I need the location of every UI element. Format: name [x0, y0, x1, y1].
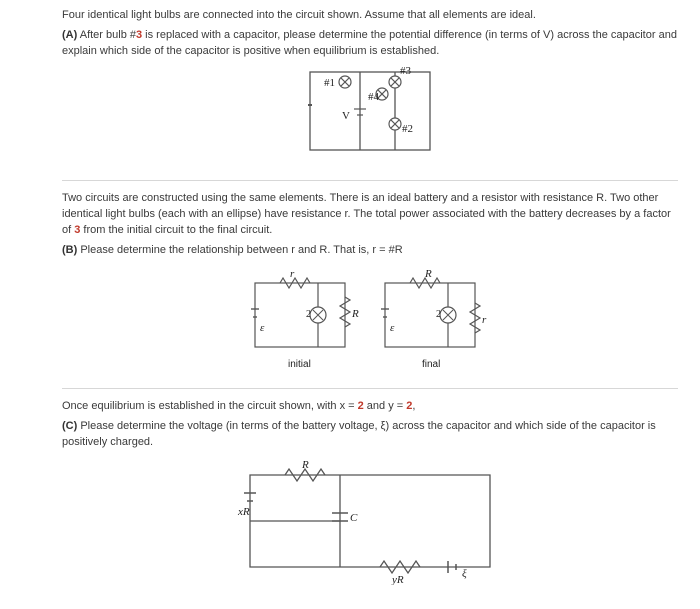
- c-yR: yR: [391, 574, 404, 585]
- qb-figure: r R 2 ε initial: [62, 263, 678, 379]
- qc-t2: and y =: [364, 400, 407, 412]
- qc-t1: Once equilibrium is established in the c…: [62, 400, 358, 412]
- c-R: R: [301, 459, 309, 471]
- qb-part: (B) Please determine the relationship be…: [62, 243, 678, 259]
- circuit-a-svg: #1 #4 #3 #2 V: [290, 64, 450, 164]
- qb-intro: Two circuits are constructed using the s…: [62, 191, 678, 239]
- circuit-b-svg: r R 2 ε initial: [240, 263, 500, 373]
- qc-text: Please determine the voltage (in terms o…: [62, 420, 656, 448]
- label-b1: #1: [324, 77, 335, 89]
- question-a: Four identical light bulbs are connected…: [62, 8, 678, 170]
- qb-t2: from the initial circuit to the final ci…: [80, 224, 272, 236]
- c-emf: ξ: [462, 568, 467, 580]
- qa-label: (A): [62, 29, 77, 41]
- cap-final: final: [422, 359, 440, 370]
- page: Four identical light bulbs are connected…: [0, 0, 700, 609]
- c-xR: xR: [237, 506, 250, 518]
- qa-figure: #1 #4 #3 #2 V: [62, 64, 678, 170]
- qa-intro: Four identical light bulbs are connected…: [62, 8, 678, 24]
- init-r: r: [290, 268, 295, 280]
- question-b: Two circuits are constructed using the s…: [62, 191, 678, 379]
- question-c: Once equilibrium is established in the c…: [62, 399, 678, 591]
- fin-R: R: [424, 268, 432, 280]
- divider-2: [62, 388, 678, 389]
- qa-part: (A) After bulb #3 is replaced with a cap…: [62, 28, 678, 60]
- qc-label: (C): [62, 420, 77, 432]
- circuit-c-svg: R C xR yR ξ: [230, 455, 510, 585]
- qc-intro: Once equilibrium is established in the c…: [62, 399, 678, 415]
- label-b3: #3: [400, 65, 412, 77]
- qc-part: (C) Please determine the voltage (in ter…: [62, 419, 678, 451]
- label-v: V: [342, 110, 350, 122]
- cap-initial: initial: [288, 359, 311, 370]
- fin-2: 2: [436, 309, 441, 320]
- fin-r: r: [482, 314, 487, 326]
- qc-figure: R C xR yR ξ: [62, 455, 678, 591]
- init-emf: ε: [260, 322, 265, 334]
- label-b2: #2: [402, 123, 413, 135]
- divider-1: [62, 180, 678, 181]
- qc-t3: ,: [412, 400, 415, 412]
- qa-t2: is replaced with a capacitor, please det…: [62, 29, 677, 57]
- qa-t1: After bulb #: [77, 29, 136, 41]
- qb-label: (B): [62, 244, 77, 256]
- init-R: R: [351, 308, 359, 320]
- fin-emf: ε: [390, 322, 395, 334]
- c-C: C: [350, 512, 358, 524]
- qb-text: Please determine the relationship betwee…: [77, 244, 402, 256]
- label-b4: #4: [368, 91, 380, 103]
- init-2: 2: [306, 309, 311, 320]
